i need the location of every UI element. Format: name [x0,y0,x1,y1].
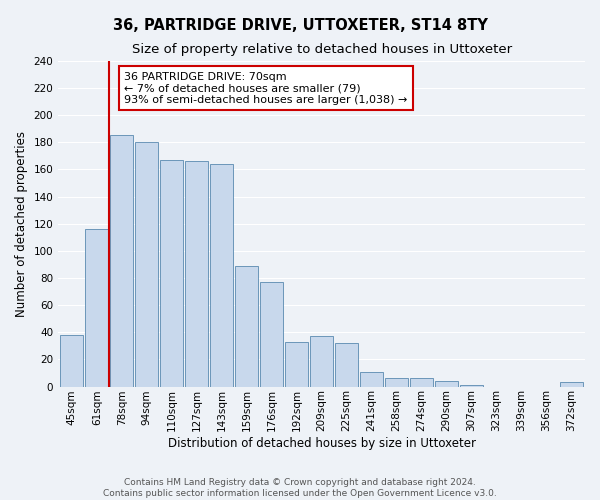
Bar [285,342,308,386]
Bar [210,164,233,386]
Bar [310,336,333,386]
Text: 36 PARTRIDGE DRIVE: 70sqm
← 7% of detached houses are smaller (79)
93% of semi-d: 36 PARTRIDGE DRIVE: 70sqm ← 7% of detach… [124,72,408,105]
Bar [61,335,83,386]
Bar [110,136,133,386]
Bar [235,266,258,386]
Bar [335,343,358,386]
Bar [385,378,408,386]
Bar [560,382,583,386]
Bar [160,160,183,386]
Text: Contains HM Land Registry data © Crown copyright and database right 2024.
Contai: Contains HM Land Registry data © Crown c… [103,478,497,498]
Text: 36, PARTRIDGE DRIVE, UTTOXETER, ST14 8TY: 36, PARTRIDGE DRIVE, UTTOXETER, ST14 8TY [113,18,487,32]
Bar [185,162,208,386]
Bar [410,378,433,386]
X-axis label: Distribution of detached houses by size in Uttoxeter: Distribution of detached houses by size … [167,437,476,450]
Y-axis label: Number of detached properties: Number of detached properties [15,130,28,316]
Bar [435,381,458,386]
Bar [136,142,158,386]
Bar [85,229,109,386]
Bar [460,385,483,386]
Bar [260,282,283,387]
Title: Size of property relative to detached houses in Uttoxeter: Size of property relative to detached ho… [131,42,512,56]
Bar [360,372,383,386]
